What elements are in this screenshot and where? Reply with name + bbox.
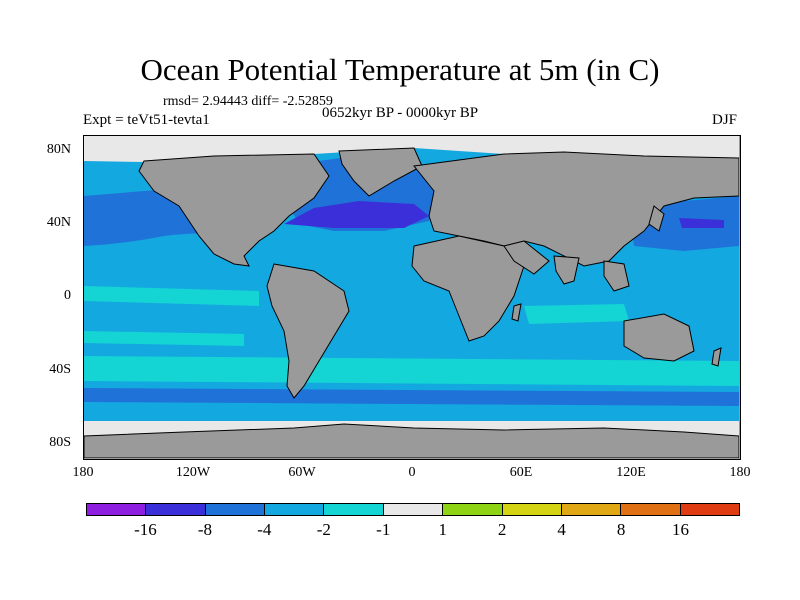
tropical-warm-1 <box>84 286 259 306</box>
x-tick-180-right: 180 <box>729 465 751 480</box>
land-masses <box>84 147 739 458</box>
x-tick-0: 0 <box>408 465 416 480</box>
x-tick-120w: 120W <box>175 465 211 480</box>
time-period-label: 0652kyr BP - 0000kyr BP <box>322 105 479 121</box>
colorbar <box>86 503 740 516</box>
south-band-warm-1 <box>84 356 739 386</box>
colorbar-label: 16 <box>672 520 690 539</box>
colorbar-swatch <box>324 504 384 515</box>
south-pacific-warm <box>84 331 244 346</box>
europe-asia <box>413 151 739 267</box>
x-tick-120e: 120E <box>616 465 646 480</box>
colorbar-swatch <box>443 504 503 515</box>
australia <box>623 313 695 362</box>
arabia <box>503 240 550 275</box>
colorbar-label: -1 <box>376 520 391 539</box>
y-tick-40n: 40N <box>46 215 71 230</box>
colorbar-label: 1 <box>438 520 447 539</box>
colorbar-label: -2 <box>316 520 331 539</box>
north-america <box>138 153 330 267</box>
colorbar-swatch <box>561 504 622 515</box>
southern-cool-band <box>84 388 739 406</box>
colorbar-swatch <box>87 504 147 515</box>
india <box>553 255 580 285</box>
kuroshio-strong <box>679 218 724 228</box>
antarctica <box>84 423 739 458</box>
colorbar-label: -16 <box>134 520 157 539</box>
y-tick-40s: 40S <box>49 362 71 377</box>
season-label: DJF <box>712 112 738 128</box>
world-map <box>83 135 741 460</box>
rmsd-diff-stats: rmsd= 2.94443 diff= -2.52859 <box>163 94 333 109</box>
colorbar-swatch <box>680 504 739 515</box>
japan <box>648 205 665 232</box>
colorbar-swatch <box>265 504 325 515</box>
y-tick-80n: 80N <box>46 142 71 157</box>
colorbar-label: 4 <box>557 520 566 539</box>
experiment-label: Expt = teVt51-tevta1 <box>83 112 210 128</box>
map-title: Ocean Potential Temperature at 5m (in C) <box>140 52 660 87</box>
colorbar-label: 2 <box>497 520 507 539</box>
colorbar-swatch <box>205 504 266 515</box>
southeast-asia <box>603 260 630 292</box>
new-zealand <box>711 347 722 367</box>
x-tick-180-left: 180 <box>72 465 94 480</box>
colorbar-label: 8 <box>616 520 626 539</box>
colorbar-swatch <box>383 504 444 515</box>
colorbar-swatch <box>621 504 681 515</box>
x-tick-60e: 60E <box>509 465 533 480</box>
x-tick-60w: 60W <box>288 465 316 480</box>
colorbar-label: -8 <box>197 520 212 539</box>
colorbar-swatch <box>502 504 562 515</box>
south-america <box>266 263 350 399</box>
y-tick-80s: 80S <box>49 435 71 450</box>
y-tick-0: 0 <box>64 288 71 303</box>
colorbar-label: -4 <box>257 520 272 539</box>
colorbar-swatch <box>146 504 206 515</box>
madagascar <box>511 303 522 322</box>
arctic-sea-ice <box>84 136 739 162</box>
map-canvas <box>84 136 739 458</box>
north-atlantic-strong <box>284 201 429 228</box>
indian-warm <box>524 304 629 324</box>
greenland <box>338 147 423 197</box>
